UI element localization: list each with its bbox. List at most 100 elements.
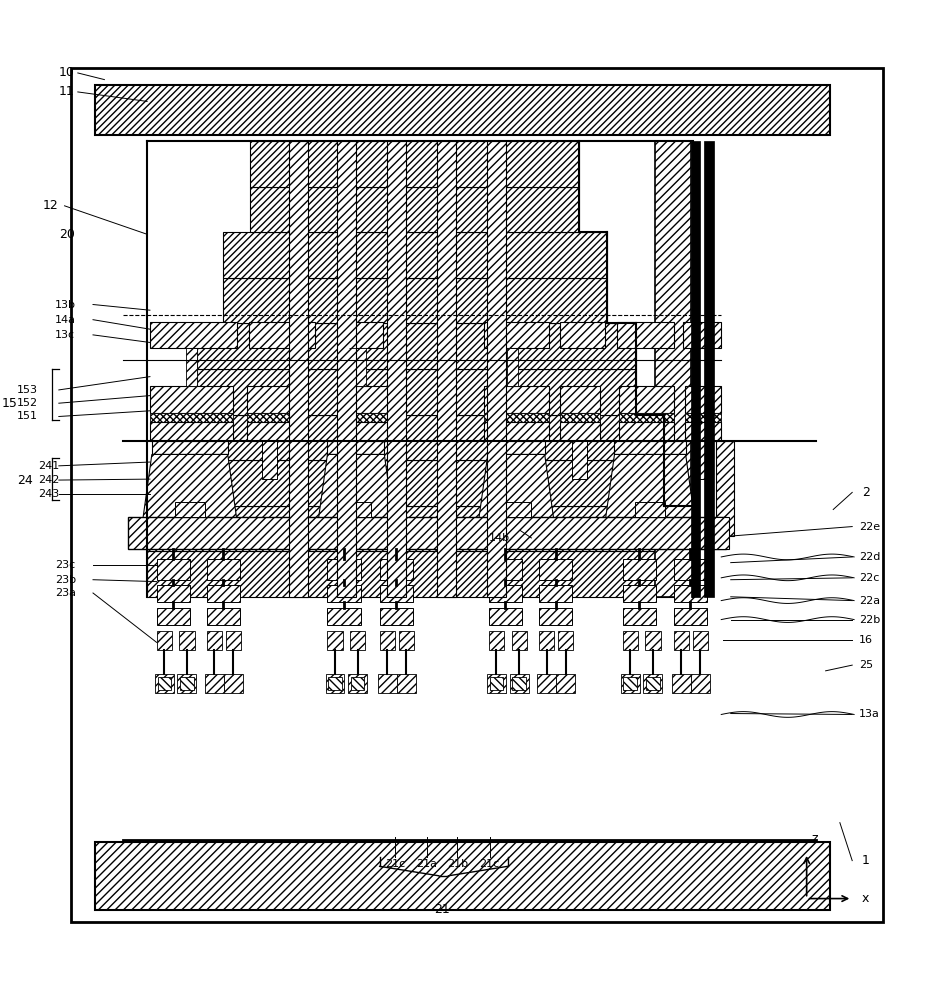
Bar: [207, 631, 222, 650]
Bar: [487, 141, 506, 597]
Bar: [157, 559, 190, 580]
Bar: [250, 187, 579, 232]
Text: 23a: 23a: [55, 588, 76, 598]
Bar: [186, 348, 197, 386]
Bar: [249, 322, 315, 348]
Bar: [512, 677, 526, 690]
Bar: [355, 348, 366, 386]
Bar: [672, 674, 691, 693]
Bar: [157, 608, 190, 625]
Bar: [623, 631, 638, 650]
Bar: [247, 422, 292, 441]
Bar: [207, 559, 240, 580]
Bar: [623, 608, 656, 625]
Bar: [710, 517, 729, 549]
Bar: [619, 422, 674, 441]
Text: 22c: 22c: [859, 573, 879, 583]
Bar: [207, 585, 240, 602]
Bar: [340, 422, 404, 441]
Bar: [674, 608, 707, 625]
Bar: [380, 559, 413, 580]
Bar: [397, 674, 416, 693]
Bar: [147, 551, 693, 597]
Bar: [328, 677, 342, 690]
Text: 242: 242: [38, 475, 60, 485]
Bar: [223, 232, 607, 278]
Text: 13a: 13a: [859, 709, 880, 719]
Bar: [572, 441, 587, 479]
Bar: [224, 674, 243, 693]
Bar: [147, 506, 693, 551]
Polygon shape: [318, 454, 394, 523]
Polygon shape: [142, 454, 237, 523]
Bar: [327, 441, 384, 454]
Text: 151: 151: [17, 411, 38, 421]
Bar: [71, 68, 883, 922]
Bar: [338, 322, 383, 348]
Bar: [158, 677, 171, 690]
Bar: [560, 386, 600, 413]
Text: 16: 16: [859, 635, 873, 645]
Bar: [693, 631, 708, 650]
Bar: [605, 523, 695, 536]
Text: 14a: 14a: [55, 315, 76, 325]
Text: 22d: 22d: [859, 552, 881, 562]
Bar: [128, 517, 726, 549]
Bar: [674, 559, 707, 580]
Bar: [537, 674, 556, 693]
Bar: [623, 677, 637, 690]
Bar: [489, 608, 522, 625]
Bar: [685, 422, 721, 441]
Bar: [619, 413, 674, 422]
Bar: [327, 631, 343, 650]
Text: 24: 24: [17, 474, 33, 487]
Bar: [207, 608, 240, 625]
Bar: [226, 631, 241, 650]
Bar: [490, 677, 503, 690]
Bar: [489, 585, 522, 602]
Bar: [157, 631, 172, 650]
Bar: [621, 674, 640, 693]
Bar: [142, 523, 237, 536]
Bar: [171, 415, 664, 460]
Bar: [177, 674, 196, 693]
Bar: [646, 677, 660, 690]
Bar: [157, 585, 190, 602]
Bar: [539, 585, 572, 602]
Bar: [507, 348, 518, 386]
Bar: [643, 674, 662, 693]
Bar: [152, 441, 228, 454]
Bar: [501, 502, 531, 517]
Bar: [484, 386, 549, 413]
Bar: [327, 608, 361, 625]
Bar: [691, 674, 710, 693]
Bar: [539, 559, 572, 580]
Bar: [539, 608, 572, 625]
Bar: [179, 631, 195, 650]
Bar: [150, 322, 237, 348]
Bar: [262, 441, 277, 479]
Bar: [512, 631, 527, 650]
Bar: [639, 441, 654, 479]
Bar: [351, 677, 364, 690]
Bar: [489, 631, 504, 650]
Text: 21: 21: [435, 903, 450, 916]
Bar: [488, 441, 545, 454]
Text: 13c: 13c: [55, 330, 75, 340]
Bar: [150, 422, 233, 441]
Bar: [683, 322, 721, 348]
Bar: [539, 631, 554, 650]
Bar: [510, 674, 529, 693]
Bar: [635, 502, 665, 517]
Bar: [184, 441, 199, 479]
Bar: [175, 502, 205, 517]
Polygon shape: [478, 454, 554, 523]
Bar: [696, 441, 711, 479]
Text: 152: 152: [17, 398, 38, 408]
Bar: [623, 559, 656, 580]
Text: 21c: 21c: [384, 859, 405, 869]
Text: 15: 15: [2, 397, 18, 410]
Bar: [247, 413, 292, 422]
Bar: [716, 441, 734, 536]
Bar: [380, 631, 395, 650]
